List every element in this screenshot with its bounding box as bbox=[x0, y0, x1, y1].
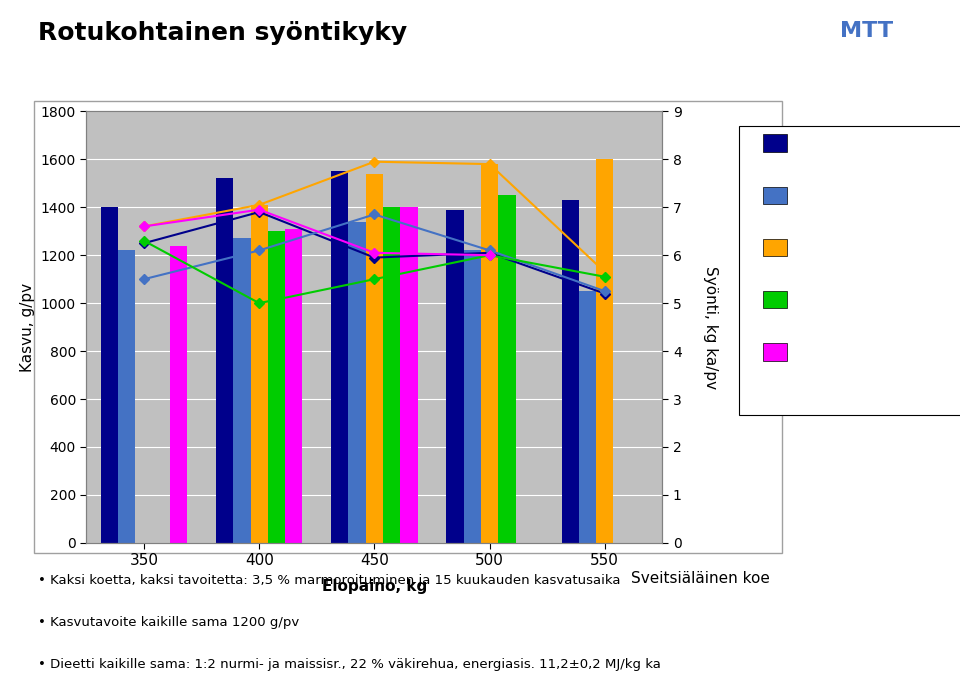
Text: Simmental: Simmental bbox=[795, 345, 877, 360]
Text: • Kaksi koetta, kaksi tavoitetta: 3,5 % marmoroituminen ja 15 kuukauden kasvatus: • Kaksi koetta, kaksi tavoitetta: 3,5 % … bbox=[38, 574, 621, 587]
Text: MTT: MTT bbox=[840, 21, 893, 41]
Bar bbox=[285, 229, 302, 543]
Y-axis label: Syönti, kg ka/pv: Syönti, kg ka/pv bbox=[703, 266, 717, 388]
Bar bbox=[251, 205, 268, 543]
Bar bbox=[446, 209, 464, 543]
X-axis label: Elopaino, kg: Elopaino, kg bbox=[322, 579, 427, 594]
Bar bbox=[348, 221, 366, 543]
Bar bbox=[383, 207, 400, 543]
Text: Rotukohtainen syöntikyky: Rotukohtainen syöntikyky bbox=[38, 21, 408, 45]
Bar bbox=[268, 231, 285, 543]
Text: Limousin: Limousin bbox=[795, 292, 863, 308]
Bar bbox=[498, 196, 516, 543]
Text: Angus: Angus bbox=[795, 136, 842, 151]
Text: Sveitsiäläinen koe: Sveitsiäläinen koe bbox=[632, 571, 770, 586]
Bar bbox=[596, 159, 613, 543]
Text: Charolais: Charolais bbox=[795, 240, 866, 255]
Bar bbox=[562, 200, 579, 543]
Bar bbox=[464, 251, 481, 543]
Text: • Dieetti kaikille sama: 1:2 nurmi- ja maissisr., 22 % väkirehua, energiasis. 11: • Dieetti kaikille sama: 1:2 nurmi- ja m… bbox=[38, 658, 661, 671]
Bar bbox=[481, 164, 498, 543]
Bar bbox=[118, 251, 135, 543]
Bar bbox=[400, 207, 418, 543]
Bar bbox=[170, 246, 187, 543]
Bar bbox=[216, 178, 233, 543]
Bar bbox=[579, 291, 596, 543]
Bar bbox=[101, 207, 118, 543]
Bar bbox=[331, 171, 348, 543]
Bar bbox=[366, 174, 383, 543]
Text: • Kasvutavoite kaikille sama 1200 g/pv: • Kasvutavoite kaikille sama 1200 g/pv bbox=[38, 616, 300, 629]
Y-axis label: Kasvu, g/pv: Kasvu, g/pv bbox=[20, 283, 36, 372]
Text: Blonde: Blonde bbox=[795, 188, 848, 203]
Bar bbox=[233, 239, 251, 543]
